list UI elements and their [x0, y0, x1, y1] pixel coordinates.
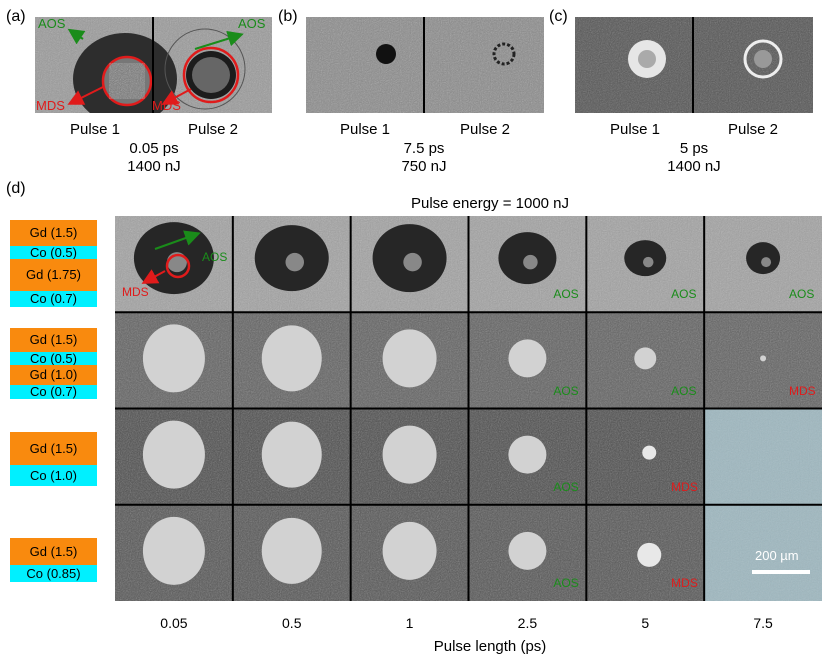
- panel-label-a: (a): [6, 8, 26, 25]
- cell-tag-aos: AOS: [789, 287, 815, 302]
- grid-divider: [115, 503, 822, 506]
- x-tick-label: 5: [641, 615, 650, 631]
- scale-bar: [752, 570, 810, 574]
- micrograph-cell: [115, 408, 233, 505]
- panel-a-mds-right: MDS: [152, 98, 181, 113]
- panel-a-mds-left: MDS: [36, 98, 65, 113]
- panel-c-pulse2: Pulse 2: [727, 121, 779, 138]
- micrograph-cell: [468, 408, 587, 505]
- grid-aos-label: AOS: [202, 250, 228, 264]
- micrograph-cell: [115, 504, 233, 601]
- panel-c-duration: 5 ps: [679, 140, 709, 157]
- micrograph-cell: [468, 216, 587, 313]
- micrograph-cell: [586, 216, 705, 313]
- panel-label-c: (c): [549, 8, 568, 25]
- panel-a-aos-right: AOS: [238, 16, 266, 31]
- micrograph-cell: [468, 312, 587, 409]
- grid-divider: [115, 311, 822, 314]
- layer-gd: Gd (1.5): [10, 432, 97, 465]
- micrograph-cell: [115, 312, 233, 409]
- aos-arrow: [154, 230, 201, 250]
- panel-a-aos-left: AOS: [38, 16, 66, 31]
- panel-b-duration: 7.5 ps: [403, 140, 445, 157]
- grid-divider: [115, 407, 822, 410]
- micrograph-cell: [704, 408, 822, 505]
- scale-bar-label: 200 µm: [755, 548, 799, 563]
- panel-c-image: [575, 17, 813, 113]
- micrograph-cell: [350, 216, 469, 313]
- panel-a-duration: 0.05 ps: [129, 140, 179, 157]
- cell-tag-mds: MDS: [671, 479, 698, 494]
- micrograph-cell: [586, 504, 705, 601]
- layer-gd: Gd (1.0): [10, 365, 97, 385]
- micrograph-cell: [232, 504, 351, 601]
- micrograph-cell: [232, 408, 351, 505]
- cell-tag-mds: MDS: [789, 383, 816, 398]
- micrograph-cell: [350, 504, 469, 601]
- cell-tag-aos: AOS: [671, 383, 697, 398]
- layer-gd: Gd (1.75): [10, 259, 97, 291]
- layer-co: Co (0.5): [10, 352, 97, 365]
- x-tick-label: 7.5: [753, 615, 773, 631]
- panel-b-energy: 750 nJ: [401, 158, 447, 175]
- micrograph-grid: [115, 216, 822, 601]
- layer-gd: Gd (1.5): [10, 220, 97, 246]
- x-tick-label: 1: [405, 615, 414, 631]
- panel-b-pulse2: Pulse 2: [459, 121, 511, 138]
- cell-tag-aos: AOS: [553, 576, 579, 590]
- x-tick-label: 0.5: [282, 615, 302, 631]
- micrograph-cell: [115, 216, 233, 313]
- panel-a-pulse2: Pulse 2: [187, 121, 239, 138]
- layer-co: Co (0.85): [10, 565, 97, 582]
- micrograph-cell: [704, 216, 822, 313]
- panel-a-energy: 1400 nJ: [127, 158, 181, 175]
- grid-mds-label: MDS: [122, 285, 149, 299]
- layer-co: Co (0.5): [10, 246, 97, 259]
- grid-title: Pulse energy = 1000 nJ: [410, 195, 570, 212]
- cell-tag-aos: AOS: [553, 479, 579, 494]
- panel-b-pulse1: Pulse 1: [339, 121, 391, 138]
- panel-label-b: (b): [278, 8, 298, 25]
- micrograph-cell: [586, 408, 705, 505]
- layer-co: Co (0.7): [10, 291, 97, 307]
- cell-tag-aos: AOS: [671, 287, 697, 302]
- micrograph-cell: [232, 312, 351, 409]
- layer-co: Co (1.0): [10, 465, 97, 486]
- x-tick-label: 0.05: [160, 615, 188, 631]
- micrograph-cell: [586, 312, 705, 409]
- x-axis-label: Pulse length (ps): [433, 638, 547, 655]
- micrograph-cell: [232, 216, 351, 313]
- micrograph-cell: [350, 312, 469, 409]
- panel-b-image: [306, 17, 544, 113]
- cell-tag-mds: MDS: [671, 576, 698, 590]
- mds-arrow: [141, 269, 166, 284]
- micrograph-cell: [350, 408, 469, 505]
- panel-a-image: [35, 17, 272, 113]
- mds-circle: [165, 253, 191, 279]
- micrograph-cell: [704, 312, 822, 409]
- panel-c-pulse1: Pulse 1: [609, 121, 661, 138]
- layer-gd: Gd (1.5): [10, 328, 97, 352]
- micrograph-cell: [468, 504, 587, 601]
- panel-label-d: (d): [6, 180, 26, 197]
- panel-c-energy: 1400 nJ: [667, 158, 721, 175]
- x-tick-label: 2.5: [517, 615, 538, 631]
- panel-a-pulse1: Pulse 1: [69, 121, 121, 138]
- layer-co: Co (0.7): [10, 385, 97, 399]
- cell-tag-aos: AOS: [553, 287, 579, 302]
- micrograph-cell: [704, 504, 822, 601]
- cell-tag-aos: AOS: [553, 383, 579, 398]
- layer-gd: Gd (1.5): [10, 538, 97, 565]
